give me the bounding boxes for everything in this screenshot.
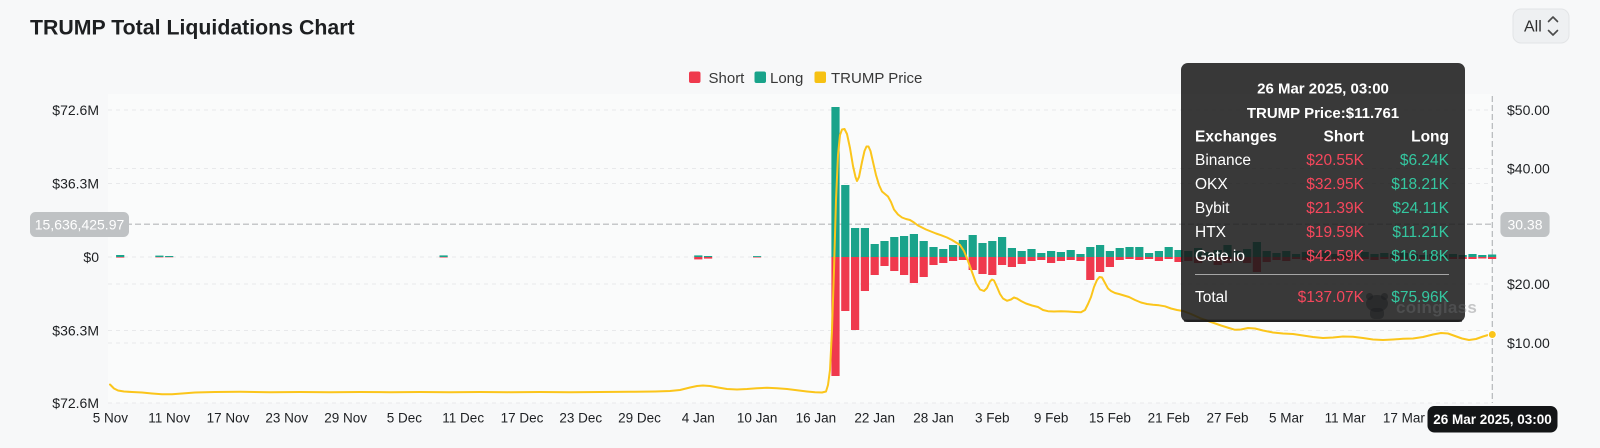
svg-text:OKX: OKX: [1195, 176, 1228, 193]
svg-text:17 Dec: 17 Dec: [501, 411, 544, 426]
svg-text:3 Feb: 3 Feb: [975, 411, 1010, 426]
svg-text:Short: Short: [709, 70, 746, 87]
svg-text:9 Feb: 9 Feb: [1034, 411, 1069, 426]
svg-text:27 Feb: 27 Feb: [1206, 411, 1248, 426]
svg-text:15 Feb: 15 Feb: [1089, 411, 1131, 426]
svg-text:$0: $0: [83, 249, 99, 265]
svg-text:All: All: [1524, 19, 1542, 36]
svg-text:28 Jan: 28 Jan: [913, 411, 954, 426]
svg-text:15,636,425.97: 15,636,425.97: [35, 216, 125, 232]
svg-text:22 Jan: 22 Jan: [854, 411, 895, 426]
svg-text:23 Nov: 23 Nov: [265, 411, 308, 426]
svg-text:TRUMP Price:$11.761: TRUMP Price:$11.761: [1247, 105, 1399, 122]
svg-text:Bybit: Bybit: [1195, 200, 1230, 217]
svg-text:5 Mar: 5 Mar: [1269, 411, 1304, 426]
svg-text:29 Nov: 29 Nov: [324, 411, 367, 426]
svg-text:Short: Short: [1324, 128, 1364, 145]
svg-text:$18.21K: $18.21K: [1391, 176, 1449, 193]
svg-text:HTX: HTX: [1195, 224, 1227, 241]
svg-text:$24.11K: $24.11K: [1392, 200, 1449, 217]
svg-text:TRUMP Price: TRUMP Price: [831, 70, 922, 87]
svg-text:$50.00: $50.00: [1507, 102, 1550, 118]
svg-text:10 Jan: 10 Jan: [737, 411, 778, 426]
svg-text:11 Nov: 11 Nov: [148, 411, 190, 426]
svg-text:coinglass: coinglass: [1396, 298, 1477, 317]
svg-text:$137.07K: $137.07K: [1298, 289, 1365, 306]
svg-text:$20.00: $20.00: [1507, 276, 1550, 292]
svg-text:26 Mar 2025, 03:00: 26 Mar 2025, 03:00: [1433, 412, 1552, 427]
svg-text:$10.00: $10.00: [1507, 335, 1550, 351]
svg-text:Long: Long: [1411, 128, 1449, 145]
svg-text:$40.00: $40.00: [1507, 161, 1550, 177]
svg-text:11 Mar: 11 Mar: [1325, 411, 1367, 426]
svg-text:4 Jan: 4 Jan: [682, 411, 715, 426]
svg-text:$11.21K: $11.21K: [1392, 224, 1449, 241]
svg-text:23 Dec: 23 Dec: [559, 411, 602, 426]
svg-text:$72.6M: $72.6M: [52, 102, 99, 118]
svg-text:$16.18K: $16.18K: [1391, 248, 1449, 265]
svg-text:TRUMP Total Liquidations Chart: TRUMP Total Liquidations Chart: [30, 16, 355, 40]
svg-text:Total: Total: [1195, 289, 1228, 306]
svg-text:17 Nov: 17 Nov: [207, 411, 250, 426]
svg-text:5 Nov: 5 Nov: [93, 411, 129, 426]
svg-text:Binance: Binance: [1195, 152, 1251, 169]
svg-text:11 Dec: 11 Dec: [442, 411, 484, 426]
svg-text:29 Dec: 29 Dec: [618, 411, 661, 426]
svg-text:26 Mar 2025, 03:00: 26 Mar 2025, 03:00: [1257, 81, 1389, 98]
svg-text:Gate.io: Gate.io: [1195, 248, 1245, 265]
svg-text:$19.59K: $19.59K: [1306, 224, 1364, 241]
svg-text:Exchanges: Exchanges: [1195, 128, 1277, 145]
svg-text:Long: Long: [770, 70, 803, 87]
svg-text:$32.95K: $32.95K: [1306, 176, 1364, 193]
svg-text:17 Mar: 17 Mar: [1383, 411, 1426, 426]
svg-text:$6.24K: $6.24K: [1400, 152, 1450, 169]
svg-text:$20.55K: $20.55K: [1306, 152, 1364, 169]
svg-text:$36.3M: $36.3M: [52, 323, 99, 339]
svg-text:5 Dec: 5 Dec: [387, 411, 423, 426]
svg-text:$42.59K: $42.59K: [1306, 248, 1364, 265]
svg-text:$21.39K: $21.39K: [1306, 200, 1364, 217]
svg-text:21 Feb: 21 Feb: [1148, 411, 1190, 426]
svg-text:30.38: 30.38: [1507, 216, 1542, 232]
svg-text:16 Jan: 16 Jan: [796, 411, 837, 426]
svg-text:$36.3M: $36.3M: [52, 176, 99, 192]
svg-text:$72.6M: $72.6M: [52, 395, 99, 411]
